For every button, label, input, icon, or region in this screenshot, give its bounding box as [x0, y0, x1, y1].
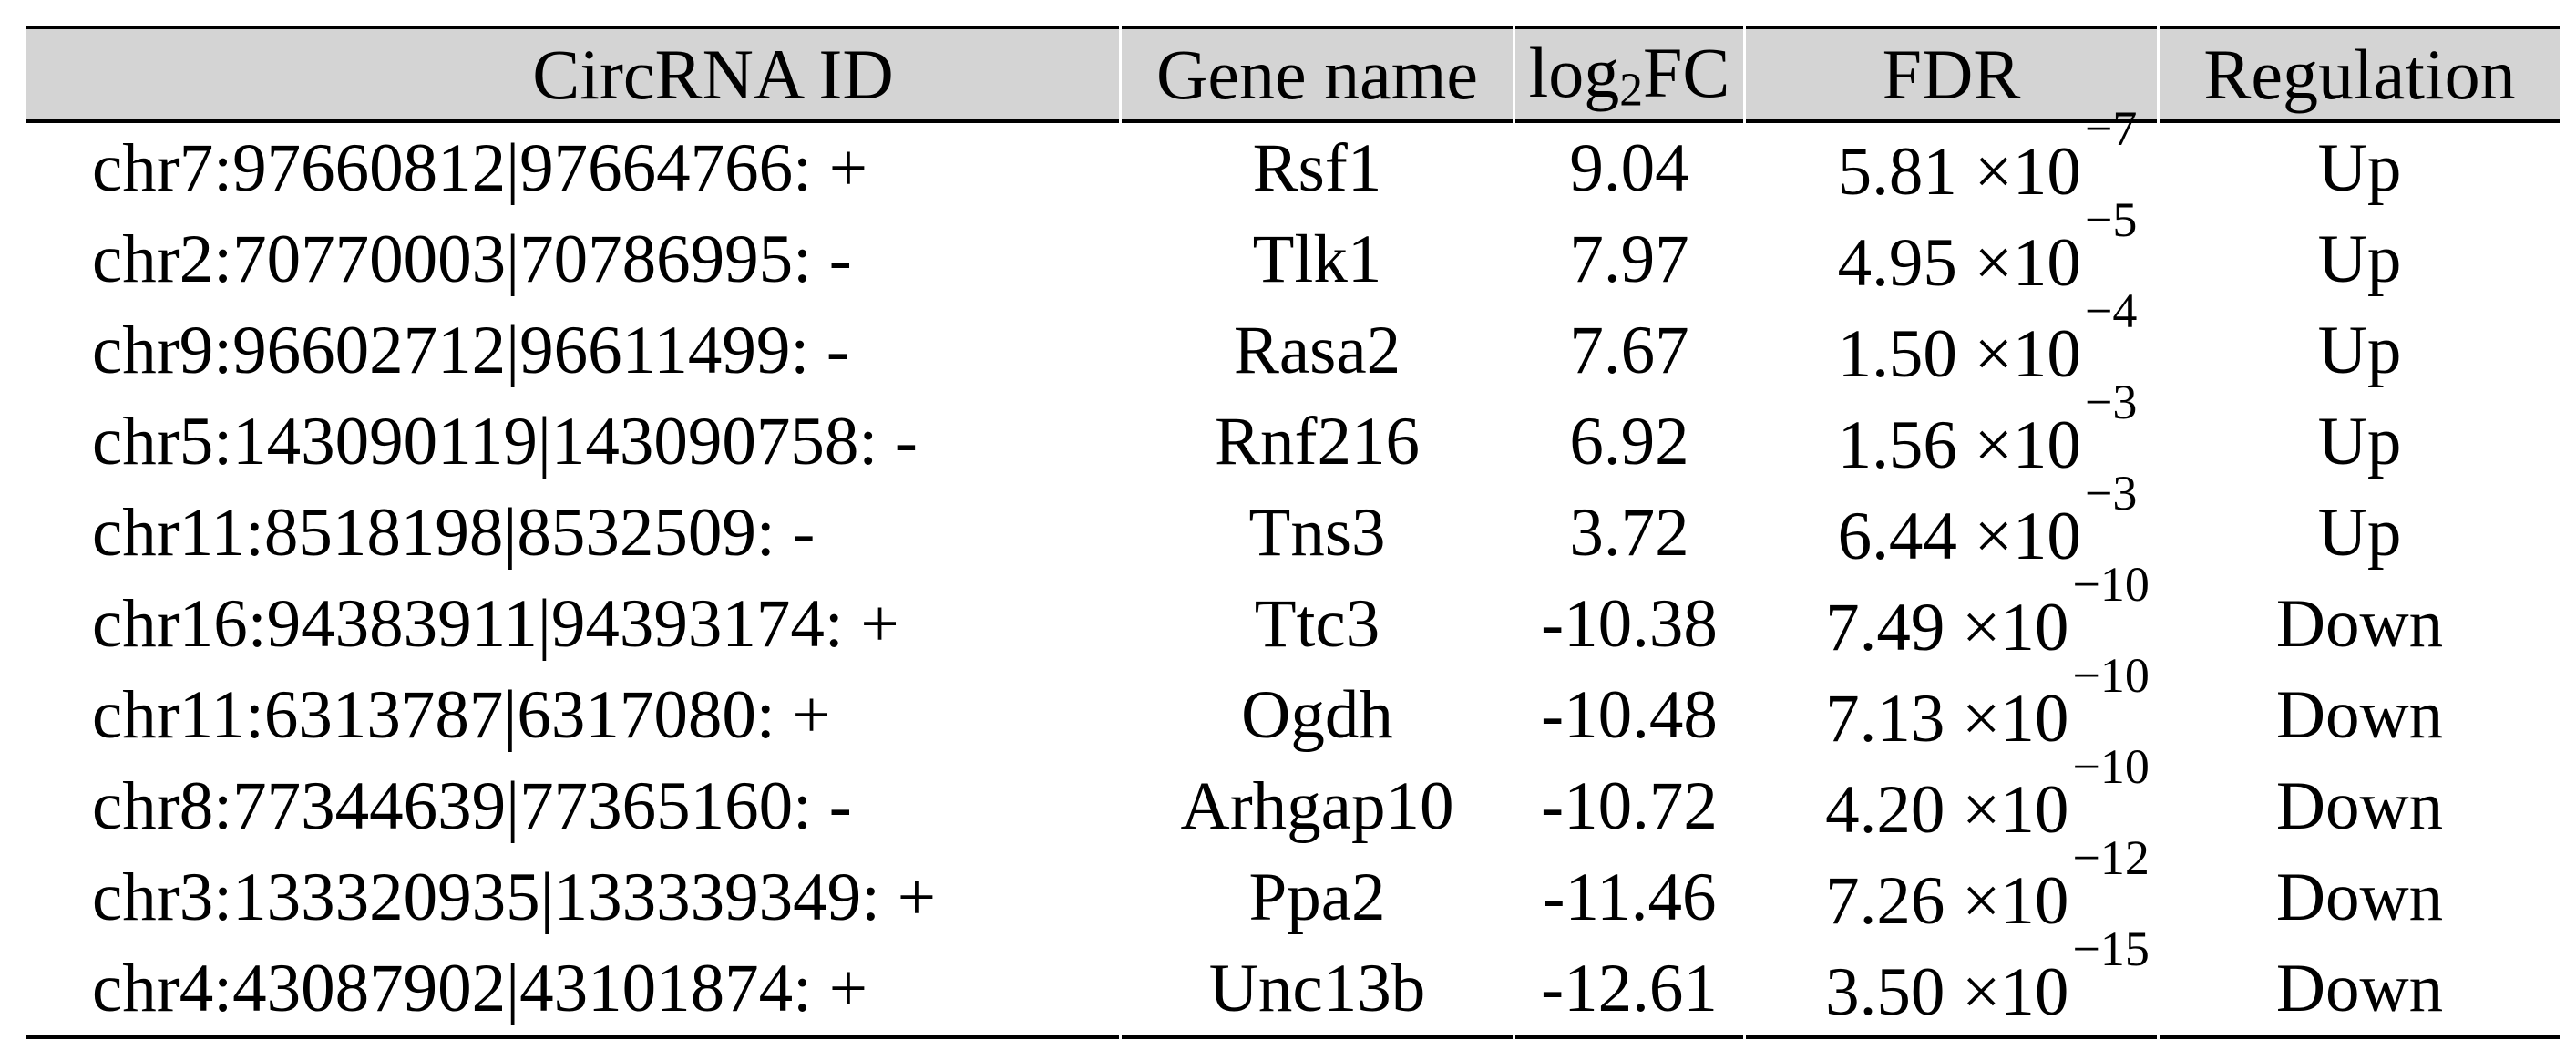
gene-name-cell: Ppa2 — [1248, 860, 1386, 935]
regulation-cell: Down — [2275, 768, 2444, 844]
circrna-id-cell: chr8:77344639|77365160: - — [92, 768, 852, 844]
log2fc-cell: -10.72 — [1541, 768, 1718, 844]
log2fc-cell: 7.67 — [1569, 313, 1689, 388]
gene-name-cell: Tlk1 — [1252, 221, 1382, 297]
fdr-exponent: −4 — [2084, 283, 2138, 338]
col-header-circrna-id: CircRNA ID — [26, 26, 1119, 123]
col-header-log2fc: log2FC — [1515, 26, 1743, 123]
regulation-cell: Down — [2275, 860, 2444, 935]
regulation-cell: Up — [2317, 130, 2402, 206]
table-row: chr11:8518198|8532509: - Tns3 3.72 6.44 … — [26, 466, 2560, 579]
fdr-mantissa: 3.50 ×10 — [1825, 954, 2069, 1030]
col-header-gene-name: Gene name — [1122, 26, 1513, 123]
table-row: chr7:97660812|97664766: + Rsf1 9.04 5.81… — [26, 101, 2560, 214]
circrna-id-cell: chr5:143090119|143090758: - — [92, 404, 918, 479]
table-row: chr2:70770003|70786995: - Tlk1 7.97 4.95… — [26, 192, 2560, 305]
log2fc-post: FC — [1643, 32, 1730, 112]
fdr-exponent: −10 — [2072, 647, 2150, 703]
gene-name-cell: Rnf216 — [1215, 404, 1420, 479]
fdr-mantissa: 7.13 ×10 — [1825, 681, 2069, 757]
fdr-exponent: −10 — [2072, 556, 2150, 612]
log2fc-cell: 3.72 — [1569, 495, 1689, 571]
gene-name-cell: Arhgap10 — [1180, 768, 1454, 844]
log2fc-cell: -11.46 — [1542, 860, 1717, 935]
fdr-exponent: −10 — [2072, 738, 2150, 794]
fdr-exponent: −12 — [2072, 829, 2150, 885]
fdr-cell: 5.81 ×10−7 — [1746, 101, 2157, 214]
fdr-cell: 7.26 ×10−12 — [1746, 830, 2157, 943]
circrna-id-cell: chr2:70770003|70786995: - — [92, 221, 852, 297]
fdr-cell: 7.49 ×10−10 — [1746, 557, 2157, 670]
table-row: chr3:133320935|133339349: + Ppa2 -11.46 … — [26, 830, 2560, 943]
fdr-exponent: −7 — [2084, 100, 2138, 156]
regulation-cell: Up — [2317, 313, 2402, 388]
fdr-exponent: −3 — [2084, 465, 2138, 520]
table-row: chr9:96602712|96611499: - Rasa2 7.67 1.5… — [26, 283, 2560, 397]
circrna-table: CircRNA ID Gene name log2FC FDR Regulati… — [23, 26, 2562, 1039]
table-row: chr8:77344639|77365160: - Arhgap10 -10.7… — [26, 739, 2560, 852]
regulation-cell: Down — [2275, 586, 2444, 662]
table-row: chr11:6313787|6317080: + Ogdh -10.48 7.1… — [26, 648, 2560, 761]
fdr-mantissa: 5.81 ×10 — [1837, 134, 2081, 210]
circrna-id-cell: chr16:94383911|94393174: + — [92, 586, 899, 662]
log2fc-pre: log — [1528, 32, 1620, 112]
fdr-mantissa: 7.49 ×10 — [1825, 590, 2069, 665]
fdr-mantissa: 6.44 ×10 — [1837, 499, 2081, 574]
circrna-id-cell: chr9:96602712|96611499: - — [92, 313, 849, 388]
log2fc-cell: -12.61 — [1515, 943, 1743, 1039]
fdr-mantissa: 4.20 ×10 — [1825, 772, 2069, 848]
table-row: chr5:143090119|143090758: - Rnf216 6.92 … — [26, 375, 2560, 488]
circrna-id-cell: chr11:6313787|6317080: + — [92, 677, 831, 753]
col-header-fdr: FDR — [1746, 26, 2157, 123]
regulation-cell: Up — [2317, 221, 2402, 297]
log2fc-cell: 9.04 — [1569, 130, 1689, 206]
gene-name-cell: Ttc3 — [1254, 586, 1380, 662]
circrna-id-cell: chr3:133320935|133339349: + — [92, 860, 937, 935]
log2fc-cell: 6.92 — [1569, 404, 1689, 479]
log2fc-subscript: 2 — [1619, 64, 1643, 117]
fdr-mantissa: 4.95 ×10 — [1837, 225, 2081, 301]
circrna-id-cell: chr7:97660812|97664766: + — [92, 130, 868, 206]
gene-name-cell: Tns3 — [1248, 495, 1386, 571]
fdr-cell: 4.95 ×10−5 — [1746, 192, 2157, 305]
fdr-exponent: −15 — [2072, 921, 2150, 976]
fdr-cell: 4.20 ×10−10 — [1746, 739, 2157, 852]
fdr-mantissa: 1.56 ×10 — [1837, 407, 2081, 483]
log2fc-cell: 7.97 — [1569, 221, 1689, 297]
circrna-id-cell: chr11:8518198|8532509: - — [92, 495, 816, 571]
fdr-mantissa: 7.26 ×10 — [1825, 863, 2069, 939]
regulation-cell: Down — [2160, 943, 2560, 1039]
fdr-exponent: −5 — [2084, 191, 2138, 247]
circrna-id-cell: chr4:43087902|43101874: + — [26, 943, 1119, 1039]
fdr-cell: 6.44 ×10−3 — [1746, 466, 2157, 579]
table-row: chr16:94383911|94393174: + Ttc3 -10.38 7… — [26, 557, 2560, 670]
fdr-exponent: −3 — [2084, 374, 2138, 429]
fdr-cell: 1.56 ×10−3 — [1746, 375, 2157, 488]
header-row: CircRNA ID Gene name log2FC FDR Regulati… — [26, 26, 2560, 123]
fdr-cell: 1.50 ×10−4 — [1746, 283, 2157, 397]
fdr-mantissa: 1.50 ×10 — [1837, 316, 2081, 392]
regulation-cell: Down — [2275, 677, 2444, 753]
gene-name-cell: Ogdh — [1241, 677, 1393, 753]
table-row: chr4:43087902|43101874: + Unc13b -12.61 … — [26, 922, 2560, 1039]
log2fc-cell: -10.48 — [1541, 677, 1718, 753]
fdr-cell: 3.50 ×10−15 — [1746, 922, 2157, 1039]
gene-name-cell: Rasa2 — [1233, 313, 1401, 388]
gene-name-cell: Rsf1 — [1252, 130, 1382, 206]
gene-name-cell: Unc13b — [1122, 943, 1513, 1039]
fdr-cell: 7.13 ×10−10 — [1746, 648, 2157, 761]
regulation-cell: Up — [2317, 404, 2402, 479]
regulation-cell: Up — [2317, 495, 2402, 571]
col-header-regulation: Regulation — [2160, 26, 2560, 123]
log2fc-cell: -10.38 — [1541, 586, 1718, 662]
